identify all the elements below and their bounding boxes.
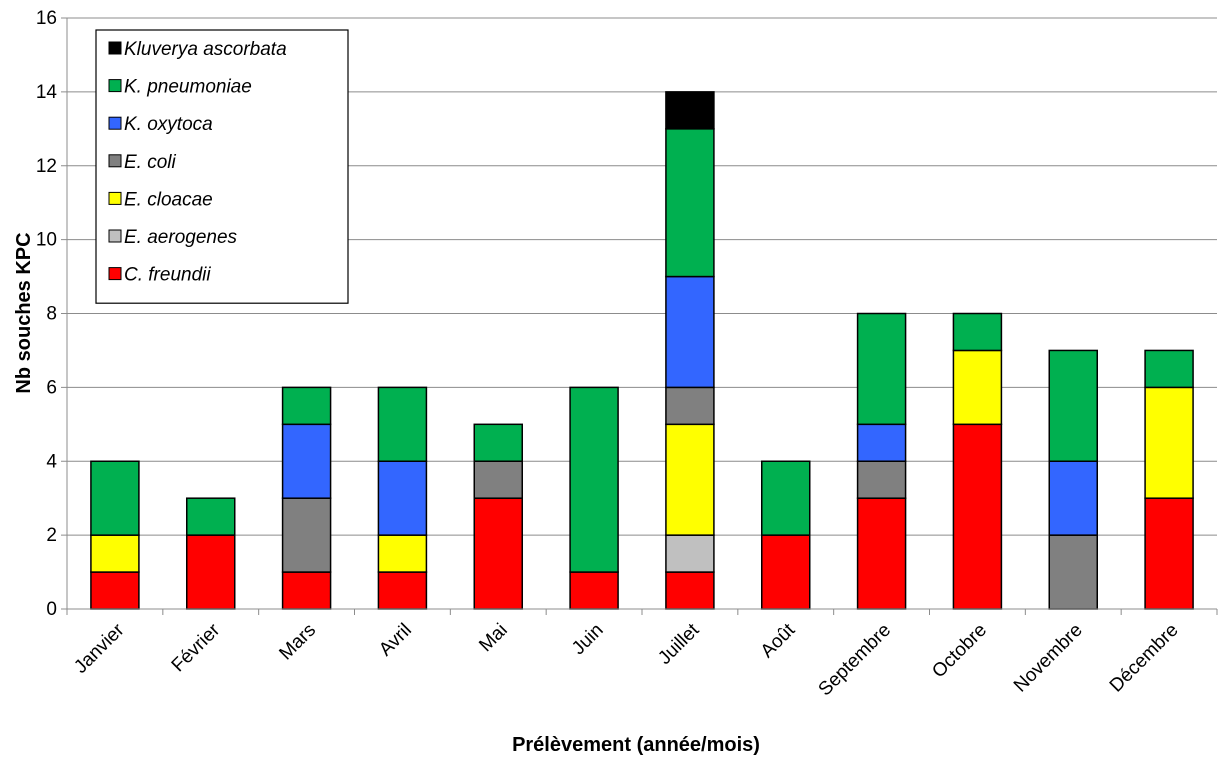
legend-swatch <box>108 154 122 168</box>
bar-segment <box>281 571 332 610</box>
legend-label: K. pneumoniae <box>124 77 252 98</box>
bar-segment <box>90 460 140 536</box>
x-tick-label: Août <box>757 619 800 662</box>
bar-segment <box>569 571 619 610</box>
bar-segment <box>473 497 523 610</box>
y-tick-label: 8 <box>46 304 57 325</box>
legend-swatch <box>108 79 122 93</box>
bar-segment <box>665 128 715 278</box>
bar-segment <box>856 312 907 426</box>
bar-segment <box>281 386 332 426</box>
bar-segment <box>473 460 523 499</box>
bar-segment <box>665 534 715 573</box>
x-tick-label: Février <box>168 619 225 676</box>
x-tick-label: Juin <box>568 620 607 659</box>
bar-segment <box>1048 460 1098 536</box>
bar-segment <box>761 534 811 610</box>
x-tick-label: Novembre <box>1010 620 1087 697</box>
legend-swatch <box>108 116 122 130</box>
legend-box <box>95 29 349 304</box>
x-tick-label: Septembre <box>815 620 896 701</box>
legend-label: E. coli <box>124 152 177 173</box>
y-tick-label: 0 <box>46 599 57 620</box>
bar-segment <box>856 460 907 499</box>
bar-segment <box>281 497 332 573</box>
x-tick-label: Avril <box>375 620 416 661</box>
x-tick-label: Mai <box>475 620 512 657</box>
y-tick-label: 2 <box>46 525 57 546</box>
x-tick-label: Janvier <box>70 619 129 678</box>
legend-swatch <box>108 229 122 243</box>
x-tick-label: Octobre <box>928 620 991 683</box>
bar-segment <box>665 571 715 610</box>
bar-segment <box>90 571 140 610</box>
bar-segment <box>856 497 907 610</box>
x-axis-title: Prélèvement (année/mois) <box>512 734 760 756</box>
bar-segment <box>1144 386 1194 499</box>
y-axis-title: Nb souches KPC <box>13 232 35 393</box>
legend: Kluverya ascorbata K. pneumoniae K. oxytoc… <box>95 29 349 304</box>
legend-label: K. oxytoca <box>124 114 213 135</box>
legend-swatch <box>108 267 122 281</box>
y-tick-label: 6 <box>46 377 57 398</box>
legend-label: Kluverya ascorbata <box>124 39 287 60</box>
bar-segment <box>665 423 715 536</box>
bar-segment <box>186 497 236 536</box>
y-tick-label: 10 <box>36 230 57 251</box>
bar-segment <box>665 275 715 389</box>
bar-segment <box>377 386 428 462</box>
bar-segment <box>90 534 140 573</box>
x-tick-label: Juillet <box>654 619 704 669</box>
y-tick-label: 4 <box>46 451 57 472</box>
y-tick-label: 14 <box>36 82 58 103</box>
x-tick-label: Décembre <box>1106 620 1183 697</box>
bar-segment <box>856 423 907 462</box>
bar-segment <box>377 460 428 536</box>
bar-segment <box>281 423 332 499</box>
bar-segment <box>377 534 428 573</box>
bar-segment <box>377 571 428 610</box>
bar-segment <box>952 312 1003 352</box>
legend-label: E. cloacae <box>124 189 213 210</box>
bar-segment <box>186 534 236 610</box>
bar-segment <box>569 386 619 573</box>
legend-swatch <box>108 41 122 55</box>
bar-segment <box>952 423 1003 610</box>
bar-segment <box>1144 497 1194 610</box>
legend-label: C. freundii <box>124 265 211 286</box>
legend-swatch <box>108 191 122 205</box>
bar-segment <box>665 386 715 426</box>
legend-label: E. aerogenes <box>124 227 238 248</box>
x-tick-label: Mars <box>275 620 320 665</box>
bar-segment <box>665 91 715 130</box>
bar-segment <box>1048 534 1098 610</box>
bar-segment <box>1048 349 1098 462</box>
bar-segment <box>1144 349 1194 389</box>
bar-segment <box>952 349 1003 426</box>
y-tick-label: 12 <box>36 156 57 177</box>
bars <box>90 91 1194 610</box>
bar-segment <box>761 460 811 536</box>
bar-segment <box>473 423 523 462</box>
y-tick-label: 16 <box>36 8 57 29</box>
